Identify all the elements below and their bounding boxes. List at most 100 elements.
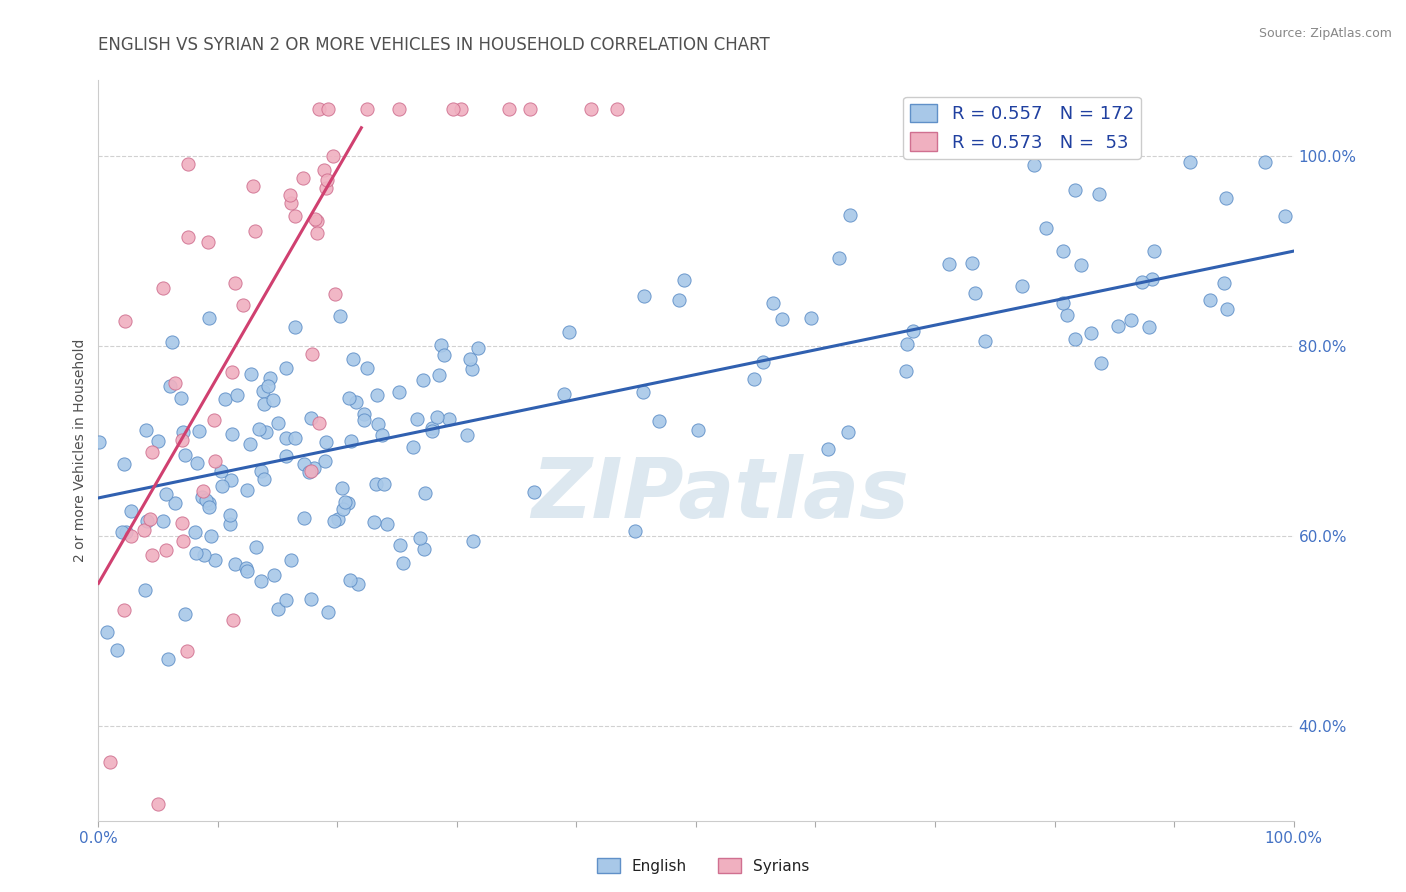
Point bbox=[375, 516, 398, 531]
Point bbox=[247, 422, 270, 436]
Point bbox=[195, 492, 218, 507]
Point bbox=[1137, 319, 1160, 334]
Point bbox=[280, 196, 302, 211]
Point bbox=[461, 362, 484, 376]
Point bbox=[346, 576, 368, 591]
Point bbox=[218, 516, 240, 531]
Legend: English, Syrians: English, Syrians bbox=[591, 852, 815, 880]
Point bbox=[337, 496, 360, 510]
Point bbox=[817, 442, 839, 456]
Point bbox=[894, 363, 917, 377]
Point bbox=[111, 525, 134, 540]
Point bbox=[519, 102, 541, 116]
Point bbox=[441, 102, 464, 116]
Point bbox=[186, 546, 208, 560]
Point bbox=[204, 553, 226, 567]
Point bbox=[371, 427, 394, 442]
Point bbox=[174, 448, 197, 462]
Point bbox=[114, 524, 136, 539]
Point bbox=[1180, 154, 1202, 169]
Point bbox=[284, 209, 307, 223]
Point bbox=[1052, 244, 1074, 258]
Point bbox=[304, 211, 326, 226]
Point bbox=[461, 534, 484, 549]
Point bbox=[800, 310, 823, 325]
Point bbox=[240, 367, 263, 381]
Point bbox=[315, 181, 337, 195]
Point bbox=[308, 416, 330, 430]
Point bbox=[198, 495, 221, 509]
Point bbox=[624, 524, 647, 539]
Point bbox=[224, 557, 246, 571]
Point bbox=[292, 457, 315, 471]
Point bbox=[1142, 244, 1164, 259]
Legend: R = 0.557   N = 172, R = 0.573   N =  53: R = 0.557 N = 172, R = 0.573 N = 53 bbox=[903, 96, 1142, 159]
Point bbox=[401, 440, 423, 454]
Point bbox=[173, 607, 195, 622]
Point bbox=[284, 431, 307, 445]
Point bbox=[467, 342, 489, 356]
Point bbox=[422, 424, 444, 438]
Point bbox=[98, 755, 121, 769]
Point bbox=[342, 351, 364, 366]
Point bbox=[159, 378, 181, 392]
Point bbox=[353, 407, 375, 421]
Point bbox=[299, 592, 322, 607]
Point bbox=[155, 542, 177, 557]
Point bbox=[252, 384, 274, 398]
Point bbox=[1070, 258, 1092, 272]
Point bbox=[770, 311, 793, 326]
Point bbox=[1130, 275, 1153, 289]
Point bbox=[267, 602, 290, 616]
Point bbox=[316, 605, 339, 619]
Point bbox=[242, 179, 264, 194]
Point bbox=[837, 425, 859, 439]
Point bbox=[170, 433, 193, 447]
Point bbox=[236, 564, 259, 578]
Point bbox=[292, 510, 315, 524]
Point bbox=[1199, 293, 1222, 308]
Point bbox=[259, 371, 281, 385]
Point bbox=[973, 334, 995, 349]
Point bbox=[112, 603, 135, 617]
Point bbox=[256, 379, 278, 393]
Point bbox=[146, 797, 169, 811]
Point bbox=[558, 325, 581, 339]
Text: Source: ZipAtlas.com: Source: ZipAtlas.com bbox=[1258, 27, 1392, 40]
Point bbox=[274, 450, 297, 464]
Point bbox=[301, 347, 323, 361]
Point bbox=[366, 477, 388, 491]
Point bbox=[193, 548, 215, 562]
Point bbox=[322, 149, 344, 163]
Point bbox=[363, 516, 385, 530]
Point bbox=[307, 226, 329, 240]
Point bbox=[433, 348, 456, 362]
Point bbox=[280, 552, 302, 566]
Point bbox=[356, 360, 378, 375]
Point bbox=[155, 487, 177, 501]
Point bbox=[245, 224, 267, 238]
Point bbox=[337, 391, 360, 405]
Point bbox=[235, 561, 257, 575]
Point bbox=[183, 524, 205, 539]
Point bbox=[146, 434, 169, 448]
Point bbox=[315, 173, 337, 187]
Point bbox=[165, 376, 187, 390]
Point bbox=[141, 549, 163, 563]
Point bbox=[606, 102, 628, 116]
Point bbox=[219, 508, 242, 523]
Point bbox=[688, 423, 710, 437]
Point bbox=[316, 102, 339, 116]
Point bbox=[278, 187, 301, 202]
Point bbox=[896, 336, 918, 351]
Point bbox=[276, 431, 298, 445]
Point bbox=[426, 409, 449, 424]
Point bbox=[344, 395, 367, 409]
Point bbox=[163, 496, 186, 510]
Point bbox=[219, 474, 242, 488]
Point bbox=[668, 293, 690, 307]
Y-axis label: 2 or more Vehicles in Household: 2 or more Vehicles in Household bbox=[73, 339, 87, 562]
Point bbox=[191, 483, 214, 498]
Point bbox=[456, 428, 478, 442]
Point bbox=[938, 258, 960, 272]
